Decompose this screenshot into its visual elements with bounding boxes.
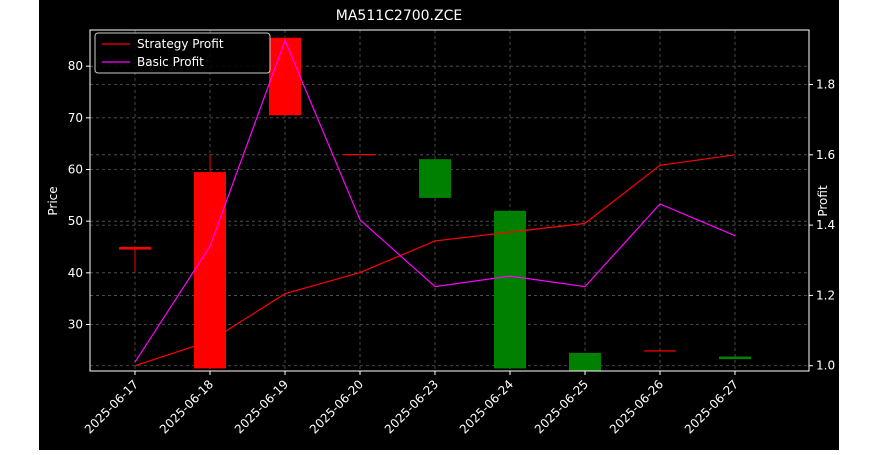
- candle-body: [269, 37, 301, 116]
- chart-figure: MA511C2700.ZCE 2025-06-17 2025-06-18 2025-…: [39, 0, 839, 450]
- plot-frame: [89, 29, 810, 372]
- x-tick-label: 2025-06-27: [682, 377, 741, 436]
- x-tick-label: 2025-06-24: [457, 377, 516, 436]
- y-tick-label-right: 1.8: [816, 77, 835, 91]
- candle-body: [119, 247, 151, 250]
- basic-profit-line: [134, 38, 736, 363]
- x-tick-label: 2025-06-23: [382, 377, 441, 436]
- y-tick-label-left: 80: [68, 59, 83, 73]
- y-tick-label-left: 30: [68, 318, 83, 332]
- candle-body: [644, 350, 676, 352]
- y-tick-label-right: 1.4: [816, 218, 835, 232]
- y-tick-label-right: 1.2: [816, 288, 835, 302]
- y-tick-label-right: 1.0: [816, 359, 835, 373]
- axes: 2025-06-17 2025-06-18 2025-06-19 2025-06-20…: [68, 59, 835, 436]
- y-axis-label-right: Profit: [816, 185, 830, 217]
- y-axis-label-left: Price: [46, 186, 60, 215]
- candle-body: [719, 356, 751, 360]
- x-tick-label: 2025-06-19: [232, 377, 291, 436]
- x-tick-label: 2025-06-17: [82, 377, 141, 436]
- y-tick-label-left: 60: [68, 163, 83, 177]
- strategy-profit-line: [134, 154, 736, 367]
- candle-body: [194, 172, 226, 369]
- y-tick-label-right: 1.6: [816, 148, 835, 162]
- legend: Strategy Profit Basic Profit: [94, 32, 271, 74]
- x-tick-label: 2025-06-26: [607, 377, 666, 436]
- candle-body: [494, 210, 526, 369]
- legend-label-basic: Basic Profit: [137, 55, 204, 69]
- y-tick-label-left: 70: [68, 111, 83, 125]
- y-tick-label-left: 40: [68, 266, 83, 280]
- legend-box: [94, 32, 271, 74]
- profit-lines: [134, 38, 736, 367]
- candle-body: [419, 159, 451, 198]
- candles: [119, 37, 751, 371]
- x-tick-label: 2025-06-20: [307, 377, 366, 436]
- candle-body: [569, 352, 601, 371]
- chart-title: MA511C2700.ZCE: [336, 8, 462, 24]
- legend-label-strategy: Strategy Profit: [137, 37, 224, 51]
- x-tick-label: 2025-06-25: [532, 377, 591, 436]
- y-tick-label-left: 50: [68, 214, 83, 228]
- candle-body: [344, 154, 376, 156]
- chart-svg: MA511C2700.ZCE 2025-06-17 2025-06-18 2025-…: [46, 8, 835, 436]
- x-tick-label: 2025-06-18: [157, 377, 216, 436]
